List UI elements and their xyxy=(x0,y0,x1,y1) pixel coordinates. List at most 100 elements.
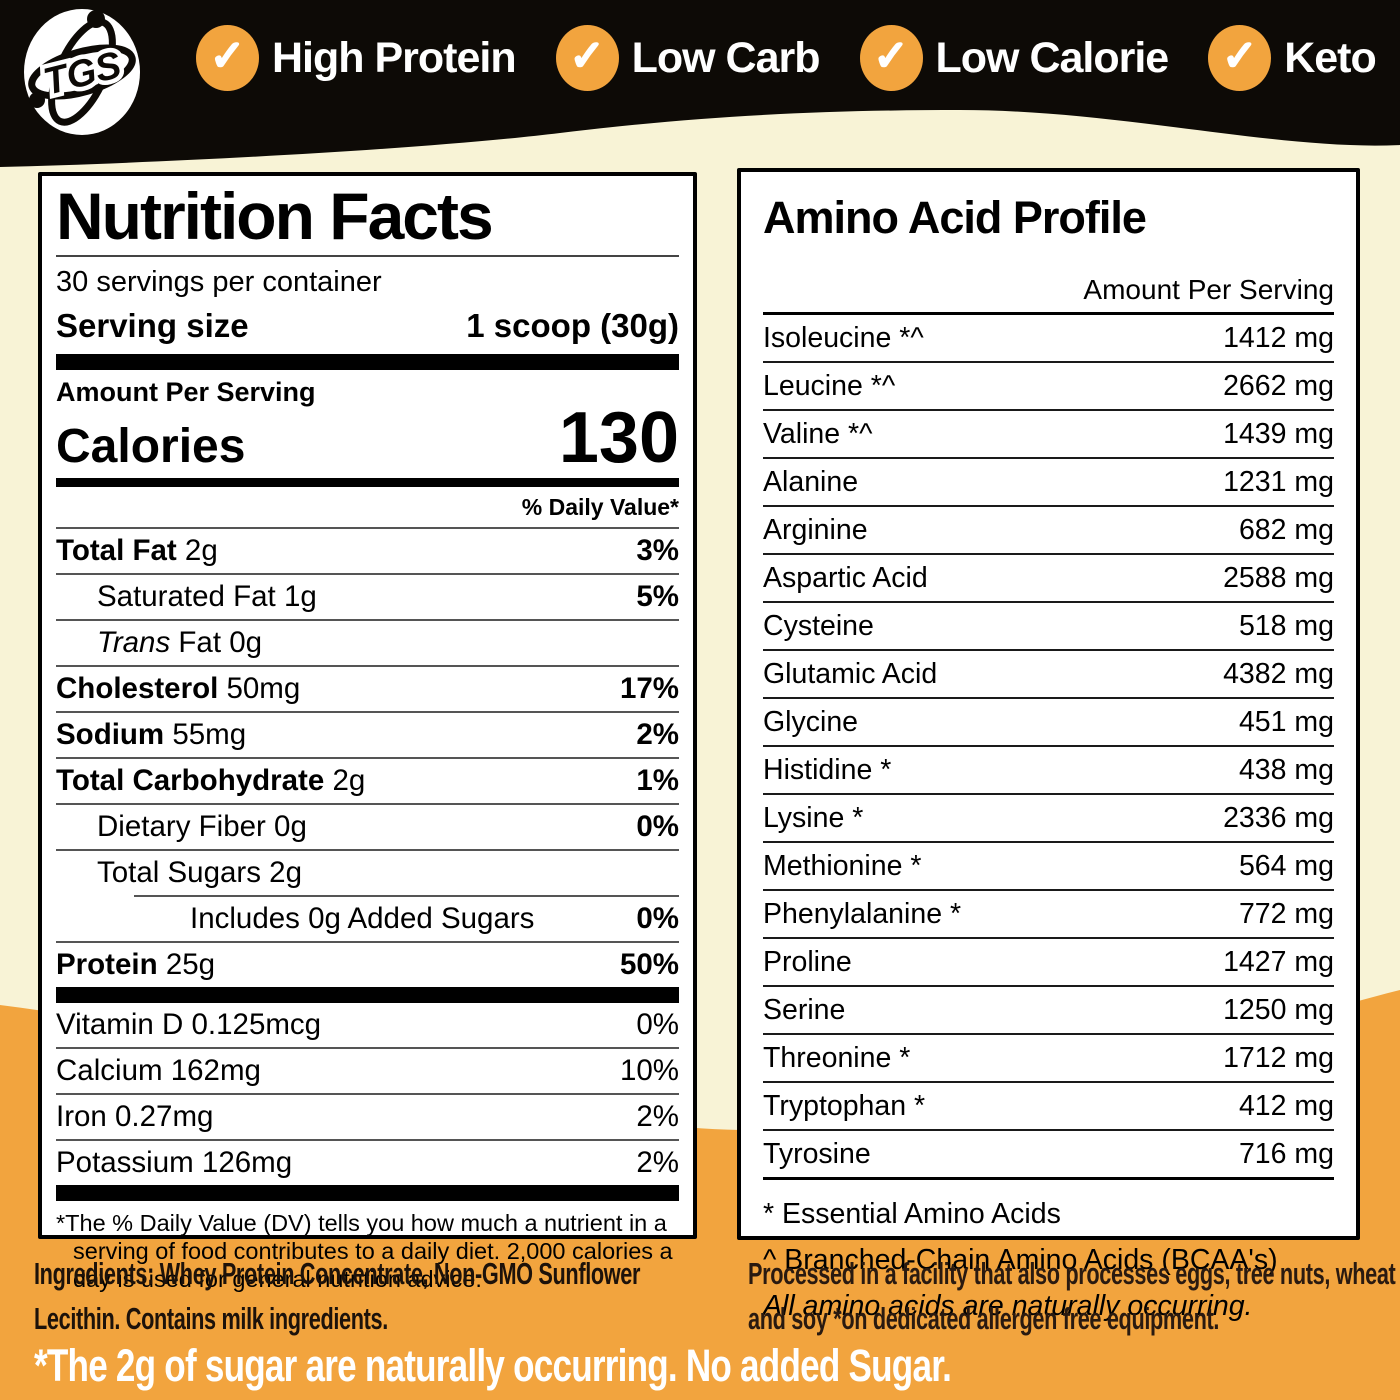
amino-name: Threonine * xyxy=(763,1042,911,1074)
row-value: 1% xyxy=(636,764,679,798)
calories-label: Calories xyxy=(56,419,246,473)
amino-amount-header: Amount Per Serving xyxy=(1083,274,1334,305)
row-value: 5% xyxy=(636,580,679,614)
amino-name: Aspartic Acid xyxy=(763,562,928,594)
badge-label: Keto xyxy=(1284,33,1377,82)
serving-size-label: Serving size xyxy=(56,306,249,344)
amino-name: Valine *^ xyxy=(763,418,873,450)
check-icon: ✓ xyxy=(859,25,923,91)
row-label: Potassium 126mg xyxy=(56,1146,293,1180)
row-label: Protein 25g xyxy=(56,948,216,982)
amino-value: 772 mg xyxy=(1238,898,1334,930)
amino-name: Glutamic Acid xyxy=(763,658,938,690)
row-dietary-fiber: Dietary Fiber 0g 0% xyxy=(56,803,679,849)
amino-name: Arginine xyxy=(763,514,868,546)
amino-row: Leucine *^ 2662 mg xyxy=(763,363,1334,411)
row-potassium: Potassium 126mg 2% xyxy=(56,1139,679,1185)
badge-high-protein: ✓ High Protein xyxy=(196,25,517,91)
amino-value: 2336 mg xyxy=(1223,802,1334,834)
badge-keto: ✓ Keto xyxy=(1208,25,1377,91)
thick-bar xyxy=(56,353,679,370)
amino-row: Lysine * 2336 mg xyxy=(763,795,1334,843)
row-label: Dietary Fiber 0g xyxy=(97,810,307,844)
row-label: Total Fat 2g xyxy=(56,534,218,568)
amino-value: 2588 mg xyxy=(1223,562,1334,594)
amino-value: 682 mg xyxy=(1238,514,1334,546)
row-calcium: Calcium 162mg 10% xyxy=(56,1047,679,1093)
amino-name: Leucine *^ xyxy=(763,370,896,402)
row-added-sugars: Includes 0g Added Sugars 0% xyxy=(134,895,679,941)
serving-size-value: 1 scoop (30g) xyxy=(466,306,679,344)
amino-name: Methionine * xyxy=(763,850,922,882)
sugar-note: *The 2g of sugar are naturally occurring… xyxy=(34,1340,952,1391)
amino-acid-panel: Amino Acid Profile Amount Per Serving Is… xyxy=(737,168,1360,1322)
amino-row: Glycine 451 mg xyxy=(763,699,1334,747)
vitamin-rows: Vitamin D 0.125mcg 0% Calcium 162mg 10% … xyxy=(56,1003,679,1185)
servings-per-container: 30 servings per container xyxy=(56,265,382,298)
atom-dot xyxy=(87,10,105,28)
amino-acid-title: Amino Acid Profile xyxy=(763,192,1147,243)
amino-row: Glutamic Acid 4382 mg xyxy=(763,651,1334,699)
badge-label: High Protein xyxy=(272,33,517,82)
amino-row: Aspartic Acid 2588 mg xyxy=(763,555,1334,603)
amino-value: 564 mg xyxy=(1238,850,1334,882)
row-label: Total Sugars 2g xyxy=(97,856,302,890)
calories-value: 130 xyxy=(558,397,679,478)
row-label: Saturated Fat 1g xyxy=(97,580,317,614)
amino-row: Phenylalanine * 772 mg xyxy=(763,891,1334,939)
amino-value: 451 mg xyxy=(1238,706,1334,738)
legend-bcaa: ^ Branched-Chain Amino Acids (BCAA's) xyxy=(763,1244,1278,1276)
row-sodium: Sodium 55mg 2% xyxy=(56,711,679,757)
amino-value: 518 mg xyxy=(1238,610,1334,642)
amino-name: Isoleucine *^ xyxy=(763,322,924,354)
daily-value-header: % Daily Value* xyxy=(521,494,679,521)
nutrient-rows: Total Fat 2g 3% Saturated Fat 1g 5% Tran… xyxy=(56,527,679,987)
amino-value: 1427 mg xyxy=(1223,946,1334,978)
legend-naturally-occurring: All amino acids are naturally occurring. xyxy=(763,1290,1253,1322)
top-banner xyxy=(0,0,1400,167)
amino-row: Histidine * 438 mg xyxy=(763,747,1334,795)
badge-low-carb: ✓ Low Carb xyxy=(555,25,821,91)
check-icon: ✓ xyxy=(555,25,619,91)
row-protein: Protein 25g 50% xyxy=(56,941,679,987)
amino-value: 4382 mg xyxy=(1223,658,1334,690)
amino-name: Histidine * xyxy=(763,754,892,786)
row-cholesterol: Cholesterol 50mg 17% xyxy=(56,665,679,711)
row-label: Total Carbohydrate 2g xyxy=(56,764,366,798)
ingredients-text: Ingredients: Whey Protein Concentrate, N… xyxy=(34,1256,641,1336)
legend-essential: * Essential Amino Acids xyxy=(763,1198,1061,1230)
row-label: Calcium 162mg xyxy=(56,1054,261,1088)
banner-badges: ✓ High Protein ✓ Low Carb ✓ Low Calorie … xyxy=(196,22,1377,94)
row-value: 2% xyxy=(636,1146,679,1180)
row-label: Trans Fat 0g xyxy=(97,626,263,660)
tgs-logo: TGS xyxy=(24,9,140,135)
medium-bar xyxy=(56,478,679,488)
amino-row: Serine 1250 mg xyxy=(763,987,1334,1035)
amino-row: Proline 1427 mg xyxy=(763,939,1334,987)
row-trans-fat: Trans Fat 0g xyxy=(56,619,679,665)
row-value: 50% xyxy=(619,948,679,982)
check-icon: ✓ xyxy=(1208,25,1272,91)
amino-row: Methionine * 564 mg xyxy=(763,843,1334,891)
badge-label: Low Carb xyxy=(631,33,821,82)
thick-bar xyxy=(56,1185,679,1202)
amino-name: Serine xyxy=(763,994,846,1026)
amino-value: 2662 mg xyxy=(1223,370,1334,402)
nutrition-facts-title: Nutrition Facts xyxy=(56,179,494,253)
badge-low-calorie: ✓ Low Calorie xyxy=(859,25,1169,91)
row-value: 10% xyxy=(619,1054,679,1088)
amino-value: 438 mg xyxy=(1238,754,1334,786)
row-total-carbohydrate: Total Carbohydrate 2g 1% xyxy=(56,757,679,803)
amino-row: Isoleucine *^ 1412 mg xyxy=(763,315,1334,363)
amount-per-serving-label: Amount Per Serving xyxy=(56,376,316,407)
amino-name: Glycine xyxy=(763,706,859,738)
row-total-fat: Total Fat 2g 3% xyxy=(56,527,679,573)
row-label: Iron 0.27mg xyxy=(56,1100,214,1134)
amino-name: Alanine xyxy=(763,466,859,498)
amino-rows: Isoleucine *^ 1412 mg Leucine *^ 2662 mg V… xyxy=(763,315,1334,1180)
atom-dot xyxy=(29,92,45,108)
row-value: 2% xyxy=(636,1100,679,1134)
row-value: 0% xyxy=(636,1008,679,1042)
daily-value-footnote: *The % Daily Value (DV) tells you how mu… xyxy=(56,1210,673,1293)
amino-name: Proline xyxy=(763,946,852,978)
